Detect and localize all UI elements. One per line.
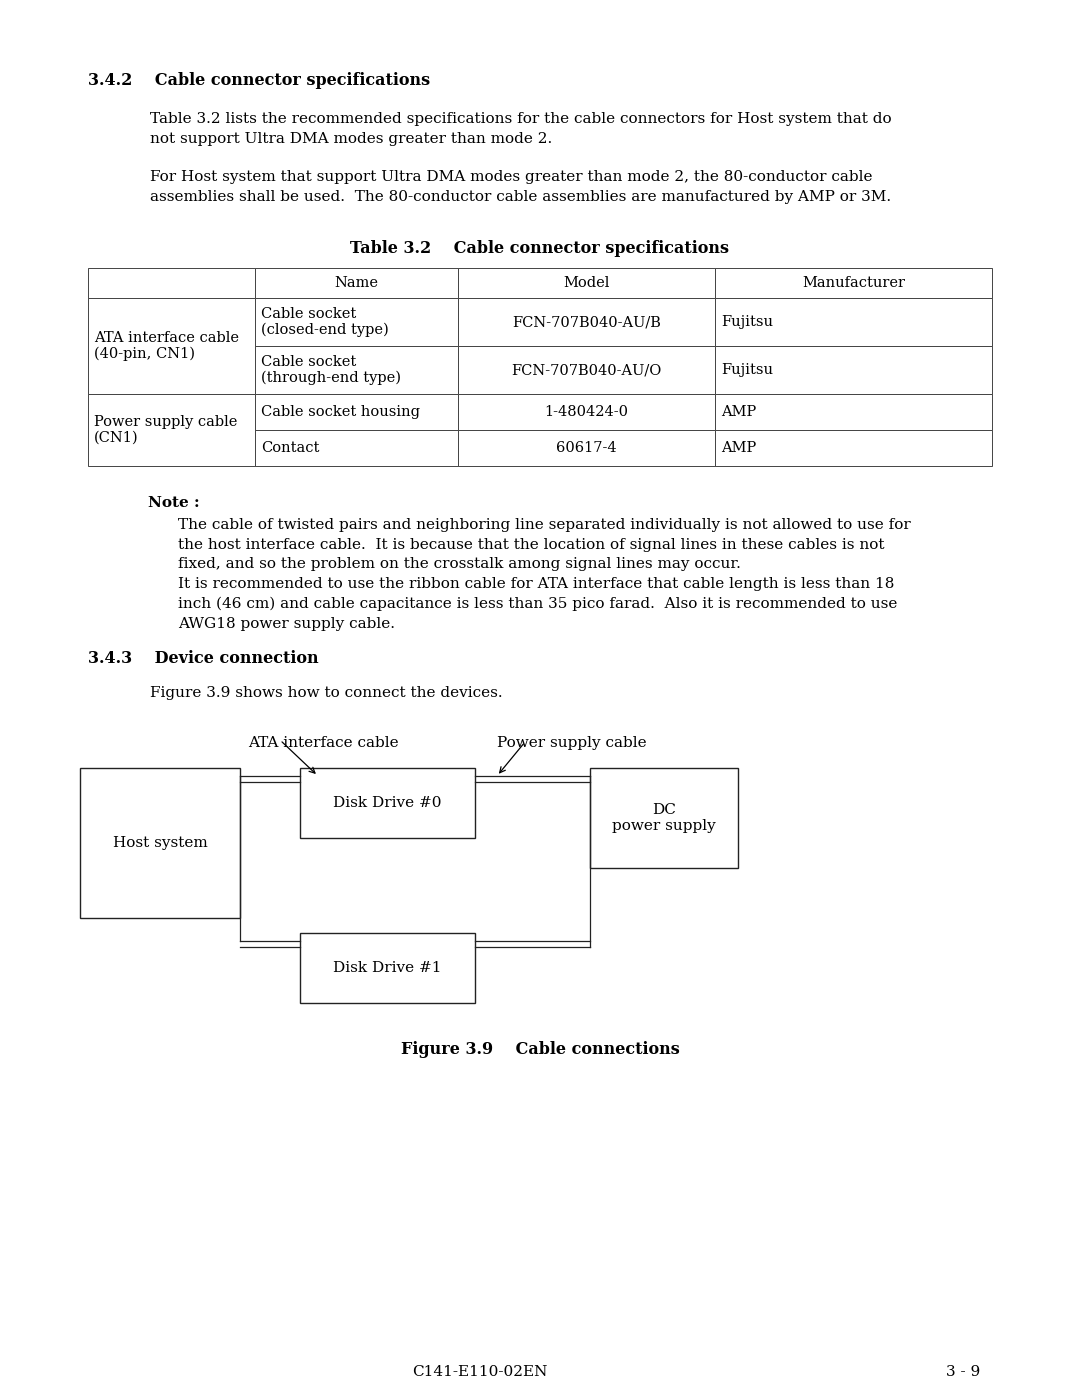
Text: Cable socket housing: Cable socket housing — [261, 405, 420, 419]
Bar — [715, 430, 993, 467]
Text: For Host system that support Ultra DMA modes greater than mode 2, the 80-conduct: For Host system that support Ultra DMA m… — [150, 170, 891, 204]
Text: ATA interface cable
(40-pin, CN1): ATA interface cable (40-pin, CN1) — [94, 331, 239, 362]
Text: Host system: Host system — [112, 835, 207, 849]
Text: Name: Name — [335, 277, 378, 291]
Bar — [255, 394, 458, 430]
Text: Fujitsu: Fujitsu — [721, 363, 773, 377]
Text: DC
power supply: DC power supply — [612, 803, 716, 833]
Text: FCN-707B040-AU/O: FCN-707B040-AU/O — [511, 363, 662, 377]
Bar — [458, 268, 715, 298]
Text: 60617-4: 60617-4 — [556, 441, 617, 455]
Text: Power supply cable: Power supply cable — [497, 736, 647, 750]
Text: Cable socket
(closed-end type): Cable socket (closed-end type) — [261, 307, 389, 337]
Bar — [458, 430, 715, 467]
Text: The cable of twisted pairs and neighboring line separated individually is not al: The cable of twisted pairs and neighbori… — [178, 518, 910, 631]
Text: Disk Drive #1: Disk Drive #1 — [334, 961, 442, 975]
Text: C141-E110-02EN: C141-E110-02EN — [413, 1365, 548, 1379]
Bar — [300, 768, 475, 838]
Bar — [87, 298, 255, 394]
Text: Table 3.2 lists the recommended specifications for the cable connectors for Host: Table 3.2 lists the recommended specific… — [150, 112, 892, 147]
Text: Figure 3.9    Cable connections: Figure 3.9 Cable connections — [401, 1041, 679, 1058]
Text: 3.4.2    Cable connector specifications: 3.4.2 Cable connector specifications — [87, 73, 430, 89]
Bar — [80, 768, 240, 918]
Text: Contact: Contact — [261, 441, 320, 455]
Text: 1-480424-0: 1-480424-0 — [544, 405, 629, 419]
Text: Disk Drive #0: Disk Drive #0 — [334, 796, 442, 810]
Bar — [590, 768, 738, 868]
Bar — [87, 394, 255, 467]
Text: Table 3.2    Cable connector specifications: Table 3.2 Cable connector specifications — [351, 240, 729, 257]
Bar — [87, 268, 255, 298]
Text: ATA interface cable: ATA interface cable — [248, 736, 399, 750]
Text: Power supply cable
(CN1): Power supply cable (CN1) — [94, 415, 238, 446]
Bar — [300, 933, 475, 1003]
Bar — [255, 298, 458, 346]
Bar — [715, 268, 993, 298]
Text: Manufacturer: Manufacturer — [802, 277, 905, 291]
Text: AMP: AMP — [721, 441, 756, 455]
Text: Model: Model — [564, 277, 610, 291]
Text: AMP: AMP — [721, 405, 756, 419]
Bar — [255, 268, 458, 298]
Text: Fujitsu: Fujitsu — [721, 314, 773, 330]
Text: 3 - 9: 3 - 9 — [946, 1365, 980, 1379]
Bar — [715, 394, 993, 430]
Bar — [255, 430, 458, 467]
Text: Cable socket
(through-end type): Cable socket (through-end type) — [261, 355, 401, 386]
Bar — [458, 394, 715, 430]
Text: Figure 3.9 shows how to connect the devices.: Figure 3.9 shows how to connect the devi… — [150, 686, 502, 700]
Bar — [715, 298, 993, 346]
Bar — [458, 298, 715, 346]
Bar — [715, 346, 993, 394]
Bar — [458, 346, 715, 394]
Text: FCN-707B040-AU/B: FCN-707B040-AU/B — [512, 314, 661, 330]
Text: Note :: Note : — [148, 496, 200, 510]
Text: 3.4.3    Device connection: 3.4.3 Device connection — [87, 650, 319, 666]
Bar — [255, 346, 458, 394]
